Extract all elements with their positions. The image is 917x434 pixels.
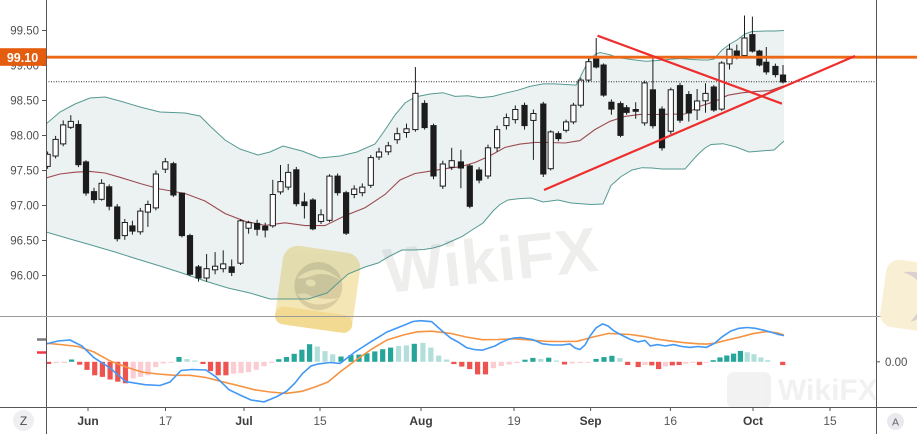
svg-text:17: 17 [159, 414, 173, 428]
svg-text:97.50: 97.50 [10, 166, 39, 178]
svg-text:96.00: 96.00 [10, 271, 39, 283]
svg-text:Jul: Jul [235, 414, 252, 428]
svg-text:16: 16 [664, 414, 678, 428]
svg-text:Z: Z [20, 414, 27, 428]
svg-text:15: 15 [823, 414, 837, 428]
svg-text:15: 15 [313, 414, 327, 428]
svg-text:Jun: Jun [77, 414, 98, 428]
svg-text:Sep: Sep [580, 414, 602, 428]
svg-text:0.00: 0.00 [885, 357, 907, 369]
svg-text:96.50: 96.50 [10, 236, 39, 248]
svg-text:99.50: 99.50 [10, 26, 39, 38]
svg-text:Oct: Oct [743, 414, 763, 428]
svg-text:97.00: 97.00 [10, 201, 39, 213]
svg-text:A: A [892, 417, 899, 429]
svg-text:99.10: 99.10 [7, 51, 38, 65]
svg-text:98.50: 98.50 [10, 96, 39, 108]
svg-text:Aug: Aug [409, 414, 432, 428]
svg-text:WikiFX: WikiFX [778, 374, 878, 407]
svg-text:19: 19 [507, 414, 521, 428]
svg-text:98.00: 98.00 [10, 131, 39, 143]
